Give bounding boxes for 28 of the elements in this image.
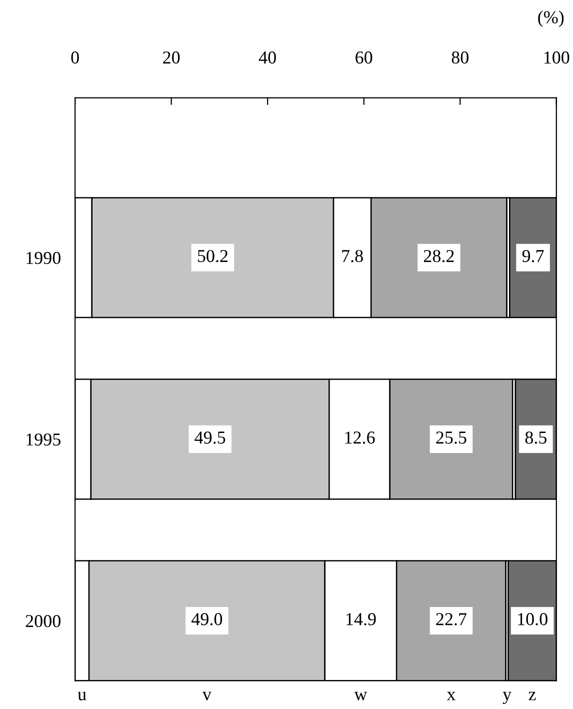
data-label: 28.2 bbox=[424, 250, 454, 262]
x-axis-title: (%) bbox=[538, 10, 564, 28]
series-label: z bbox=[528, 692, 536, 700]
data-label: 50.2 bbox=[198, 250, 228, 262]
x-tick-label: 80 bbox=[452, 51, 468, 64]
x-tick-label: 20 bbox=[163, 51, 180, 64]
data-label: 49.5 bbox=[194, 432, 226, 444]
data-label: 7.8 bbox=[342, 250, 363, 262]
y-tick-label: 1995 bbox=[26, 433, 60, 446]
data-label: 14.9 bbox=[346, 613, 376, 626]
series-label: w bbox=[354, 692, 368, 700]
series-label: v bbox=[202, 692, 212, 700]
series-label: x bbox=[446, 692, 456, 700]
y-tick-label: 2000 bbox=[26, 614, 60, 628]
y-tick-label: 1990 bbox=[26, 252, 60, 264]
x-tick-label: 60 bbox=[356, 51, 372, 64]
series-label: u bbox=[78, 692, 86, 700]
series-label: y bbox=[502, 692, 512, 704]
data-label: 9.7 bbox=[522, 250, 544, 262]
x-tick-label: 0 bbox=[71, 51, 79, 64]
data-label: 49.0 bbox=[192, 613, 222, 626]
data-label: 25.5 bbox=[436, 432, 466, 444]
x-tick-label: 100 bbox=[544, 51, 570, 64]
x-tick-label: 40 bbox=[258, 51, 276, 64]
data-label: 8.5 bbox=[525, 432, 547, 444]
data-label: 12.6 bbox=[345, 432, 375, 444]
data-label: 10.0 bbox=[518, 613, 548, 626]
data-label: 22.7 bbox=[436, 613, 466, 626]
